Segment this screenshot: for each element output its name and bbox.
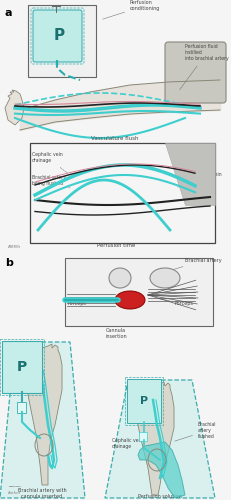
Polygon shape bbox=[164, 143, 214, 205]
Text: Cephalic vein
drainage: Cephalic vein drainage bbox=[112, 438, 150, 449]
Bar bbox=[30, 143, 214, 243]
Text: Brachial artery with
cannula inserted: Brachial artery with cannula inserted bbox=[18, 488, 66, 499]
Text: Perfusion time: Perfusion time bbox=[97, 243, 134, 248]
Text: Perfusion
conditioning: Perfusion conditioning bbox=[102, 0, 160, 19]
Text: Vasculature flush: Vasculature flush bbox=[91, 136, 138, 140]
FancyBboxPatch shape bbox=[126, 379, 160, 423]
FancyBboxPatch shape bbox=[164, 42, 225, 103]
FancyBboxPatch shape bbox=[17, 402, 26, 412]
Bar bbox=[65, 258, 212, 326]
Text: Author: Author bbox=[8, 491, 21, 495]
Polygon shape bbox=[105, 380, 214, 498]
FancyBboxPatch shape bbox=[33, 10, 82, 62]
FancyBboxPatch shape bbox=[139, 432, 147, 440]
Bar bbox=[28, 5, 96, 77]
Text: Forceps: Forceps bbox=[68, 300, 90, 306]
Ellipse shape bbox=[149, 268, 179, 288]
Polygon shape bbox=[134, 382, 173, 495]
Text: ─────: ───── bbox=[8, 485, 20, 489]
Polygon shape bbox=[5, 90, 24, 125]
Text: P: P bbox=[139, 396, 147, 406]
Ellipse shape bbox=[115, 291, 144, 309]
Text: Posterior vein
drainage: Posterior vein drainage bbox=[177, 172, 221, 187]
Polygon shape bbox=[26, 344, 62, 485]
Text: Brachial
artery
flushed: Brachial artery flushed bbox=[174, 422, 216, 441]
Text: P: P bbox=[17, 360, 27, 374]
Text: Author: Author bbox=[8, 245, 21, 249]
Text: a: a bbox=[5, 8, 12, 18]
Text: b: b bbox=[5, 258, 13, 268]
Polygon shape bbox=[137, 442, 184, 498]
Text: Brachial artery
being flushed: Brachial artery being flushed bbox=[32, 175, 70, 188]
Text: Cephalic vein
drainage: Cephalic vein drainage bbox=[32, 152, 67, 174]
Text: ____: ____ bbox=[8, 240, 19, 246]
Text: Perfusion solution: Perfusion solution bbox=[137, 494, 181, 499]
Text: Cannula
insertion: Cannula insertion bbox=[105, 328, 126, 339]
FancyBboxPatch shape bbox=[2, 341, 42, 393]
Polygon shape bbox=[0, 342, 85, 498]
Text: Forceps: Forceps bbox=[157, 298, 193, 306]
Text: Brachial artery: Brachial artery bbox=[167, 258, 221, 271]
Ellipse shape bbox=[109, 268, 131, 288]
Text: Perfusion fluid
instilled
into brachial artery: Perfusion fluid instilled into brachial … bbox=[179, 44, 228, 90]
Text: P: P bbox=[53, 28, 64, 44]
